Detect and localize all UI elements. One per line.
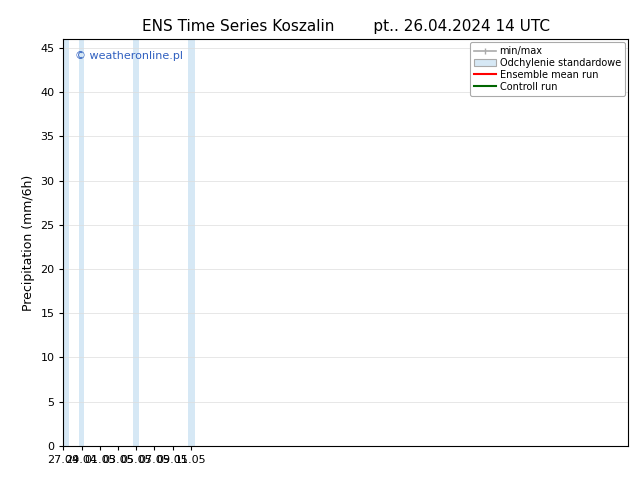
Bar	[134, 39, 139, 446]
Bar	[61, 39, 69, 446]
Title: ENS Time Series Koszalin        pt.. 26.04.2024 14 UTC: ENS Time Series Koszalin pt.. 26.04.2024…	[141, 19, 550, 34]
Bar	[188, 39, 195, 446]
Legend: min/max, Odchylenie standardowe, Ensemble mean run, Controll run: min/max, Odchylenie standardowe, Ensembl…	[470, 42, 624, 96]
Y-axis label: Precipitation (mm/6h): Precipitation (mm/6h)	[22, 174, 35, 311]
Bar	[79, 39, 84, 446]
Text: © weatheronline.pl: © weatheronline.pl	[75, 51, 183, 61]
